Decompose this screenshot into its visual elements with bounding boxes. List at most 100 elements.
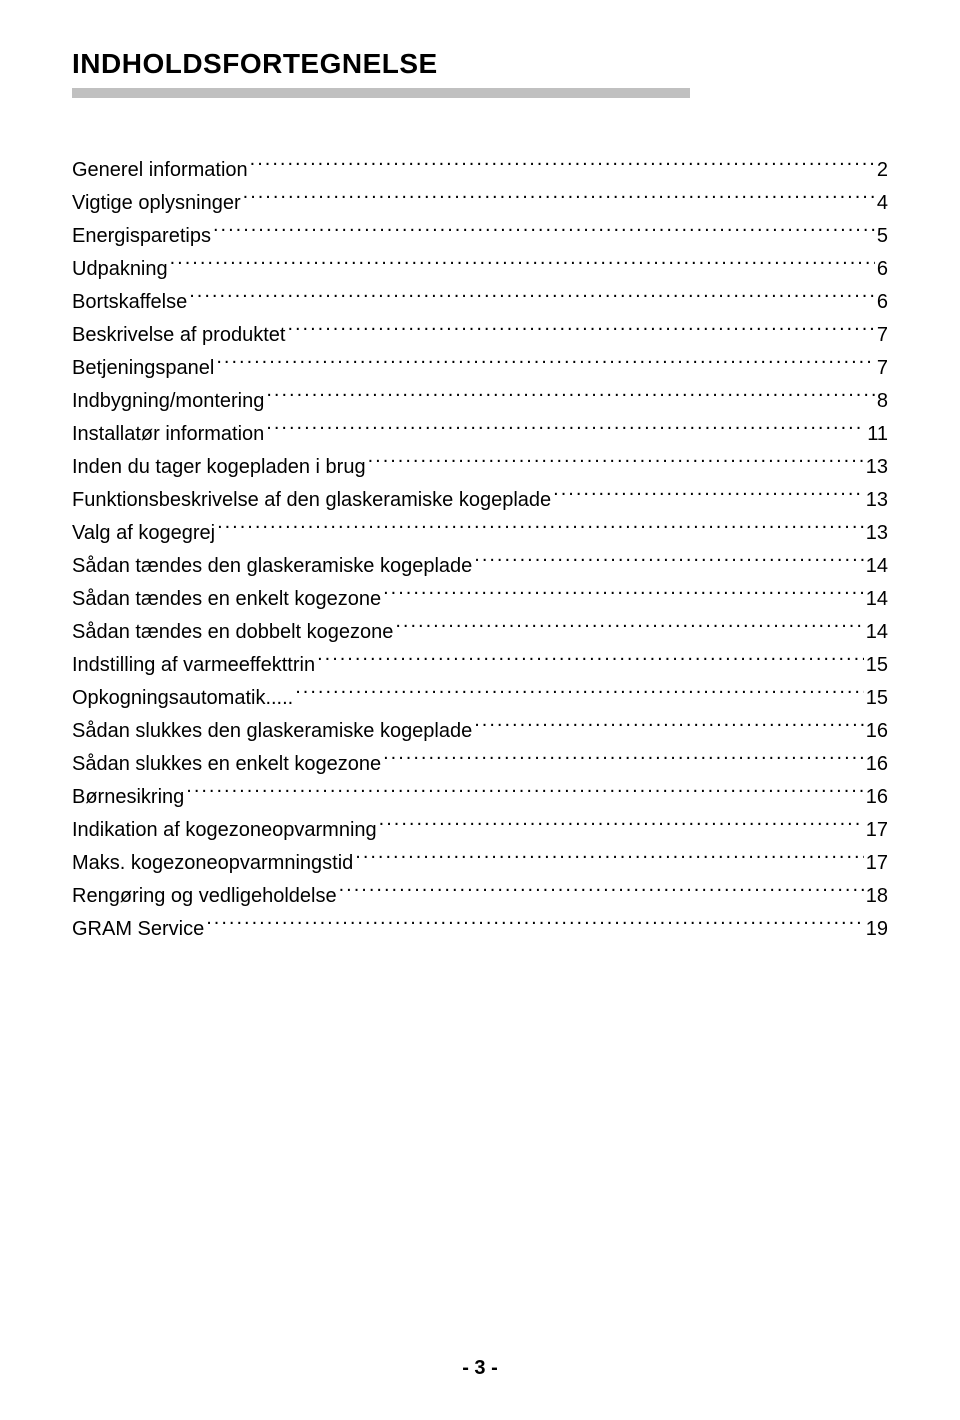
toc-label: Energisparetips: [72, 220, 211, 253]
toc-page: 18: [866, 880, 888, 913]
toc-label: Funktionsbeskrivelse af den glaskeramisk…: [72, 484, 551, 517]
toc-row: Udpakning 6: [72, 253, 888, 286]
toc-label: Udpakning: [72, 253, 168, 286]
toc-label: GRAM Service: [72, 913, 204, 946]
toc-page: 4: [877, 187, 888, 220]
toc-label: Bortskaffelse: [72, 286, 187, 319]
toc-dots: [189, 288, 875, 308]
toc-dots: [383, 585, 864, 605]
toc-row: Rengøring og vedligeholdelse 18: [72, 880, 888, 913]
page-number: - 3 -: [0, 1357, 960, 1380]
toc-dots: [317, 651, 864, 671]
toc-dots: [266, 387, 875, 407]
toc-row: Funktionsbeskrivelse af den glaskeramisk…: [72, 484, 888, 517]
toc-dots: [379, 816, 864, 836]
toc-row: Opkogningsautomatik..... 15: [72, 682, 888, 715]
toc-label: Indbygning/montering: [72, 385, 264, 418]
toc-dots: [355, 849, 863, 869]
toc-dots: [474, 717, 864, 737]
toc-page: 13: [866, 517, 888, 550]
toc-dots: [186, 783, 863, 803]
toc-label: Betjeningspanel: [72, 352, 214, 385]
toc-dots: [383, 750, 864, 770]
toc-row: Bortskaffelse 6: [72, 286, 888, 319]
toc-page: 19: [866, 913, 888, 946]
toc-label: Valg af kogegrej: [72, 517, 215, 550]
toc-page: 14: [866, 550, 888, 583]
toc-page: 6: [877, 286, 888, 319]
toc-row: Installatør information 11: [72, 418, 888, 451]
toc-label: Sådan tændes en enkelt kogezone: [72, 583, 381, 616]
toc-page: 7: [877, 352, 888, 385]
toc-row: Valg af kogegrej 13: [72, 517, 888, 550]
toc-page: 2: [877, 154, 888, 187]
toc-page: 11: [867, 418, 888, 451]
toc-row: Betjeningspanel 7: [72, 352, 888, 385]
toc-dots: [250, 156, 875, 176]
toc-label: Sådan slukkes en enkelt kogezone: [72, 748, 381, 781]
toc-dots: [266, 420, 865, 440]
toc-label: Inden du tager kogepladen i brug: [72, 451, 366, 484]
toc-row: GRAM Service 19: [72, 913, 888, 946]
toc-row: Vigtige oplysninger 4: [72, 187, 888, 220]
toc-row: Generel information 2: [72, 154, 888, 187]
toc-label: Rengøring og vedligeholdelse: [72, 880, 337, 913]
toc-row: Energisparetips 5: [72, 220, 888, 253]
toc-dots: [287, 321, 874, 341]
toc-page: 8: [877, 385, 888, 418]
toc-row: Sådan tændes en enkelt kogezone 14: [72, 583, 888, 616]
toc-dots: [295, 684, 864, 704]
toc-row: Sådan slukkes den glaskeramiske kogeplad…: [72, 715, 888, 748]
toc-row: Indstilling af varmeeffekttrin 15: [72, 649, 888, 682]
toc-row: Maks. kogezoneopvarmningstid 17: [72, 847, 888, 880]
toc-label: Vigtige oplysninger: [72, 187, 241, 220]
toc-page: 13: [866, 484, 888, 517]
toc-row: Beskrivelse af produktet 7: [72, 319, 888, 352]
toc-label: Sådan tændes den glaskeramiske kogeplade: [72, 550, 472, 583]
toc-page: 5: [877, 220, 888, 253]
toc-label: Beskrivelse af produktet: [72, 319, 285, 352]
toc-page: 7: [877, 319, 888, 352]
toc-dots: [213, 222, 875, 242]
page-title: INDHOLDSFORTEGNELSE: [72, 48, 888, 80]
toc-page: 13: [866, 451, 888, 484]
toc-dots: [368, 453, 864, 473]
toc-dots: [243, 189, 875, 209]
toc-dots: [339, 882, 864, 902]
toc-dots: [217, 519, 864, 539]
toc-page: 15: [866, 682, 888, 715]
toc-row: Indikation af kogezoneopvarmning 17: [72, 814, 888, 847]
toc-dots: [206, 915, 864, 935]
toc-label: Indikation af kogezoneopvarmning: [72, 814, 377, 847]
toc-label: Børnesikring: [72, 781, 184, 814]
toc-dots: [395, 618, 863, 638]
toc-page: 16: [866, 715, 888, 748]
toc-page: 14: [866, 583, 888, 616]
toc-row: Sådan slukkes en enkelt kogezone 16: [72, 748, 888, 781]
toc-dots: [170, 255, 875, 275]
toc-row: Børnesikring 16: [72, 781, 888, 814]
title-underline: [72, 88, 690, 98]
toc-label: Indstilling af varmeeffekttrin: [72, 649, 315, 682]
toc-row: Sådan tændes den glaskeramiske kogeplade…: [72, 550, 888, 583]
toc-dots: [216, 354, 875, 374]
toc-dots: [553, 486, 864, 506]
toc-page: 16: [866, 748, 888, 781]
toc-label: Installatør information: [72, 418, 264, 451]
toc-label: Opkogningsautomatik.....: [72, 682, 293, 715]
toc-label: Sådan slukkes den glaskeramiske kogeplad…: [72, 715, 472, 748]
toc-dots: [474, 552, 863, 572]
toc-label: Maks. kogezoneopvarmningstid: [72, 847, 353, 880]
toc-page: 17: [866, 814, 888, 847]
toc-page: 15: [866, 649, 888, 682]
toc-row: Inden du tager kogepladen i brug 13: [72, 451, 888, 484]
toc-page: 6: [877, 253, 888, 286]
toc-page: 16: [866, 781, 888, 814]
toc-label: Sådan tændes en dobbelt kogezone: [72, 616, 393, 649]
toc-page: 17: [866, 847, 888, 880]
toc-row: Indbygning/montering 8: [72, 385, 888, 418]
toc-row: Sådan tændes en dobbelt kogezone 14: [72, 616, 888, 649]
toc-label: Generel information: [72, 154, 248, 187]
toc-page: 14: [866, 616, 888, 649]
table-of-contents: Generel information 2 Vigtige oplysninger…: [72, 154, 888, 946]
